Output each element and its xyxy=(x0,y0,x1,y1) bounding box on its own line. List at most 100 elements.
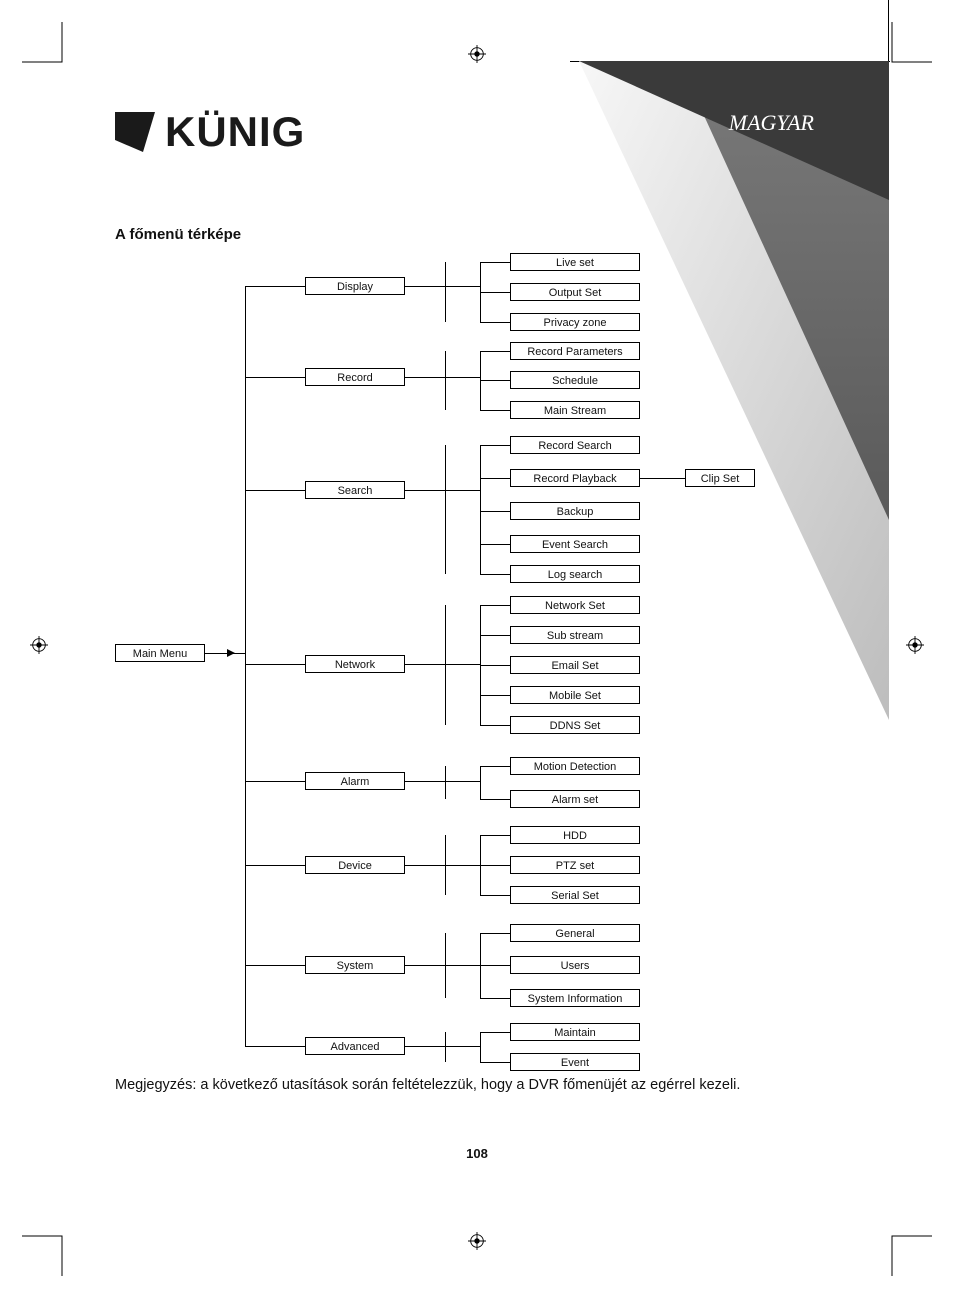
tree-node-leaf: System Information xyxy=(510,989,640,1007)
connector-line xyxy=(445,286,480,287)
registration-mark-right xyxy=(906,636,924,654)
tree-node-leaf: Privacy zone xyxy=(510,313,640,331)
tree-node-leaf: Motion Detection xyxy=(510,757,640,775)
connector-line xyxy=(245,965,305,966)
connector-line xyxy=(445,445,446,574)
connector-line xyxy=(480,635,510,636)
connector-line xyxy=(205,653,245,654)
tree-node-leaf: Serial Set xyxy=(510,886,640,904)
connector-line xyxy=(405,965,445,966)
tree-node-leaf: Users xyxy=(510,956,640,974)
tree-node-branch: Network xyxy=(305,655,405,673)
connector-line xyxy=(480,766,510,767)
connector-line xyxy=(445,781,480,782)
brand-name: KÜNIG xyxy=(165,108,305,156)
connector-line xyxy=(405,286,445,287)
tree-node-leaf: Alarm set xyxy=(510,790,640,808)
connector-line xyxy=(445,262,446,322)
connector-line xyxy=(480,605,510,606)
connector-line xyxy=(480,478,510,479)
tree-node-leaf: Email Set xyxy=(510,656,640,674)
connector-line xyxy=(245,286,305,287)
tree-node-leaf: Record Parameters xyxy=(510,342,640,360)
tree-node-leaf: General xyxy=(510,924,640,942)
connector-line xyxy=(480,380,510,381)
connector-line xyxy=(480,933,510,934)
connector-line xyxy=(480,544,510,545)
connector-line xyxy=(480,1062,510,1063)
connector-line xyxy=(445,605,446,725)
connector-line xyxy=(245,781,305,782)
connector-line xyxy=(480,835,510,836)
tree-node-branch: Display xyxy=(305,277,405,295)
tree-node-leaf: Record Playback xyxy=(510,469,640,487)
brand-logo-icon xyxy=(115,112,155,152)
tree-node-leaf: HDD xyxy=(510,826,640,844)
tree-node-leaf: Record Search xyxy=(510,436,640,454)
tree-node-extra: Clip Set xyxy=(685,469,755,487)
tree-node-leaf: DDNS Set xyxy=(510,716,640,734)
connector-line xyxy=(480,262,510,263)
connector-line xyxy=(445,766,446,799)
connector-line xyxy=(640,478,685,479)
connector-line xyxy=(480,799,510,800)
tree-node-branch: System xyxy=(305,956,405,974)
connector-line xyxy=(405,781,445,782)
connector-line xyxy=(480,351,510,352)
crop-mark-br xyxy=(884,1228,932,1276)
connector-line xyxy=(445,865,480,866)
section-title: A főmenü térképe xyxy=(115,226,241,243)
crop-mark-tr xyxy=(884,22,932,70)
connector-line xyxy=(405,664,445,665)
connector-line xyxy=(480,445,510,446)
page-number: 108 xyxy=(0,1146,954,1161)
connector-line xyxy=(245,1046,305,1047)
connector-line xyxy=(445,1032,446,1062)
connector-line xyxy=(245,664,305,665)
tree-node-leaf: Backup xyxy=(510,502,640,520)
tree-node-leaf: Schedule xyxy=(510,371,640,389)
arrow-icon xyxy=(227,649,235,657)
tree-node-leaf: PTZ set xyxy=(510,856,640,874)
connector-line xyxy=(405,865,445,866)
connector-line xyxy=(405,1046,445,1047)
connector-line xyxy=(405,490,445,491)
connector-line xyxy=(480,410,510,411)
connector-line xyxy=(480,322,510,323)
registration-mark-left xyxy=(30,636,48,654)
trim-line xyxy=(570,61,890,62)
tree-node-root: Main Menu xyxy=(115,644,205,662)
connector-line xyxy=(480,1032,481,1062)
connector-line xyxy=(245,286,246,1046)
menu-tree-diagram: Main Menu Display Live set Output Set Privac… xyxy=(115,244,875,1074)
tree-node-branch: Advanced xyxy=(305,1037,405,1055)
tree-node-leaf: Event Search xyxy=(510,535,640,553)
connector-line xyxy=(245,865,305,866)
registration-mark-top xyxy=(468,45,486,63)
connector-line xyxy=(445,1046,480,1047)
tree-node-branch: Record xyxy=(305,368,405,386)
tree-node-leaf: Output Set xyxy=(510,283,640,301)
language-label: MAGYAR xyxy=(729,110,814,136)
connector-line xyxy=(445,490,480,491)
connector-line xyxy=(480,511,510,512)
tree-node-leaf: Sub stream xyxy=(510,626,640,644)
crop-mark-tl xyxy=(22,22,70,70)
tree-node-leaf: Main Stream xyxy=(510,401,640,419)
connector-line xyxy=(480,766,481,799)
connector-line xyxy=(245,490,305,491)
brand-logo: KÜNIG xyxy=(115,108,305,156)
connector-line xyxy=(480,665,510,666)
tree-node-leaf: Log search xyxy=(510,565,640,583)
tree-node-leaf: Maintain xyxy=(510,1023,640,1041)
connector-line xyxy=(445,965,480,966)
connector-line xyxy=(480,445,481,574)
connector-line xyxy=(480,865,510,866)
tree-node-branch: Device xyxy=(305,856,405,874)
tree-node-leaf: Mobile Set xyxy=(510,686,640,704)
connector-line xyxy=(480,895,510,896)
connector-line xyxy=(480,725,510,726)
tree-node-leaf: Event xyxy=(510,1053,640,1071)
tree-node-leaf: Live set xyxy=(510,253,640,271)
page: MAGYAR KÜNIG A főmenü térképe Main Menu D… xyxy=(0,0,954,1297)
